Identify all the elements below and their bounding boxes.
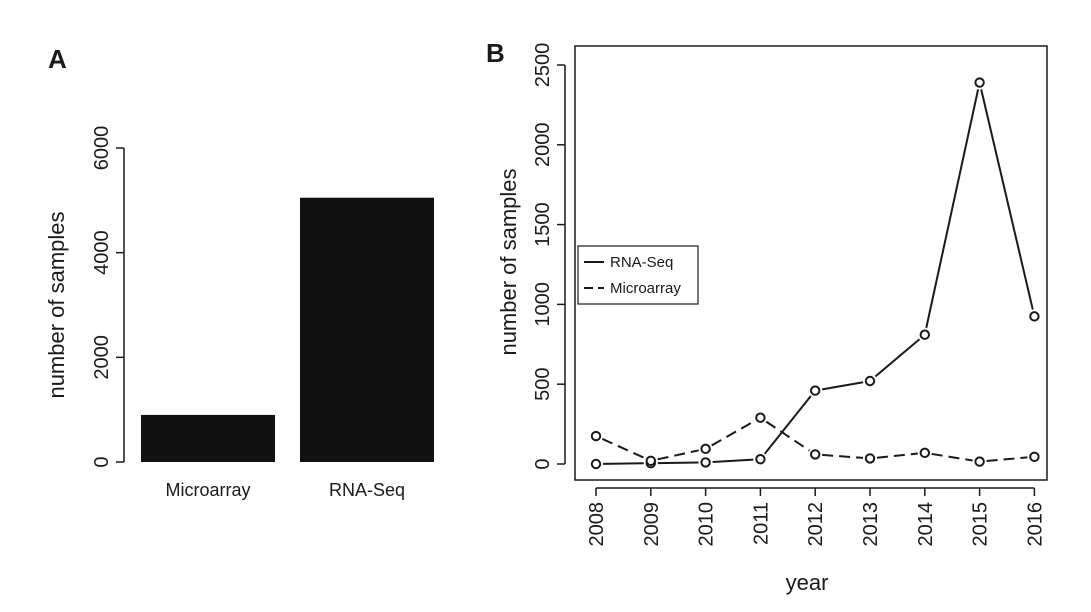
series-microarray-point-1 xyxy=(645,455,656,467)
series-rna-seq-segment-1 xyxy=(657,461,699,465)
panel-a-y-tick-label-1: 2000 xyxy=(91,335,113,380)
panel-a-letter: A xyxy=(48,44,67,74)
series-rna-seq-point-8 xyxy=(1029,311,1040,322)
panel-b-x-tick-label-6: 2014 xyxy=(915,502,937,547)
panel-b-x-tick-label-5: 2013 xyxy=(860,502,882,547)
panel-a-category-label-0: Microarray xyxy=(165,480,250,500)
series-rna-seq-segment-3 xyxy=(763,395,812,455)
panel-b-letter: B xyxy=(486,38,505,68)
panel-b-x-tick-label-4: 2012 xyxy=(805,502,827,547)
series-microarray-segment-1 xyxy=(657,449,699,461)
panel-a-bar-0 xyxy=(141,414,275,462)
series-rna-seq-segment-6 xyxy=(925,89,980,329)
series-microarray-point-3 xyxy=(755,412,766,423)
series-microarray-point-2 xyxy=(700,443,711,455)
series-rna-seq-segment-7 xyxy=(980,89,1034,310)
series-microarray-segment-0 xyxy=(601,438,645,459)
legend-label-rna-seq: RNA-Seq xyxy=(610,254,673,271)
series-microarray-point-5 xyxy=(864,453,876,464)
series-microarray-segment-6 xyxy=(931,452,973,462)
series-microarray-point-7 xyxy=(974,456,985,467)
panel-b-x-tick-label-0: 2008 xyxy=(586,502,608,547)
panel-b-x-tick-label-3: 2011 xyxy=(750,502,772,545)
series-microarray-segment-7 xyxy=(986,456,1028,462)
panel-b-y-tick-label-3: 1500 xyxy=(532,202,554,247)
panel-a: A number of samples 0 2000 4000 6000 Microar… xyxy=(44,44,434,500)
panel-a-y-tick-label-0: 0 xyxy=(91,456,113,467)
panel-b-y-tick-label-0: 0 xyxy=(532,458,554,469)
series-rna-seq-point-2 xyxy=(700,457,711,468)
panel-b: B number of samples year RNA-Seq Microar… xyxy=(486,38,1048,595)
series-microarray-point-6 xyxy=(919,447,930,459)
panel-b-x-tick-label-8: 2016 xyxy=(1024,502,1046,547)
panel-a-y-tick-label-2: 4000 xyxy=(91,230,113,275)
panel-b-legend: RNA-Seq Microarray xyxy=(577,245,699,305)
panel-b-x-tick-label-1: 2009 xyxy=(641,502,663,547)
series-rna-seq-segment-5 xyxy=(874,338,921,378)
series-microarray-segment-5 xyxy=(876,452,918,459)
series-rna-seq-point-4 xyxy=(810,385,821,396)
panel-a-y-axis-title: number of samples xyxy=(44,211,69,398)
series-microarray-segment-3 xyxy=(765,420,810,452)
panel-b-y-axis-title: number of samples xyxy=(496,168,521,355)
panel-b-y-tick-label-5: 2500 xyxy=(532,43,554,88)
legend-label-microarray: Microarray xyxy=(610,280,681,297)
panel-b-y-tick-label-1: 500 xyxy=(532,368,554,401)
series-microarray-segment-2 xyxy=(711,420,755,447)
panel-b-plot-box xyxy=(574,45,1048,481)
panel-a-bar-1 xyxy=(300,197,434,462)
series-rna-seq-point-7 xyxy=(974,77,985,88)
panel-a-category-label-1: RNA-Seq xyxy=(329,480,405,500)
series-microarray-point-4 xyxy=(810,449,821,460)
panel-b-x-tick-label-7: 2015 xyxy=(970,502,992,547)
series-rna-seq-segment-4 xyxy=(821,381,864,391)
series-microarray-segment-4 xyxy=(822,453,864,459)
series-rna-seq-segment-0 xyxy=(602,462,644,465)
series-microarray-point-0 xyxy=(590,430,602,442)
panel-b-x-tick-label-2: 2010 xyxy=(696,502,718,547)
series-rna-seq-point-6 xyxy=(919,329,930,340)
panel-a-y-tick-label-3: 6000 xyxy=(91,126,113,171)
panel-b-x-axis-title: year xyxy=(786,570,829,595)
series-microarray-point-8 xyxy=(1029,451,1040,463)
panel-b-y-tick-label-4: 2000 xyxy=(532,123,554,168)
series-rna-seq-point-5 xyxy=(864,375,876,387)
series-rna-seq-point-0 xyxy=(590,458,602,470)
panel-b-legend-box xyxy=(577,245,699,305)
series-rna-seq-segment-2 xyxy=(712,458,754,463)
series-rna-seq-point-3 xyxy=(755,454,766,465)
panel-b-y-tick-label-2: 1000 xyxy=(532,282,554,327)
